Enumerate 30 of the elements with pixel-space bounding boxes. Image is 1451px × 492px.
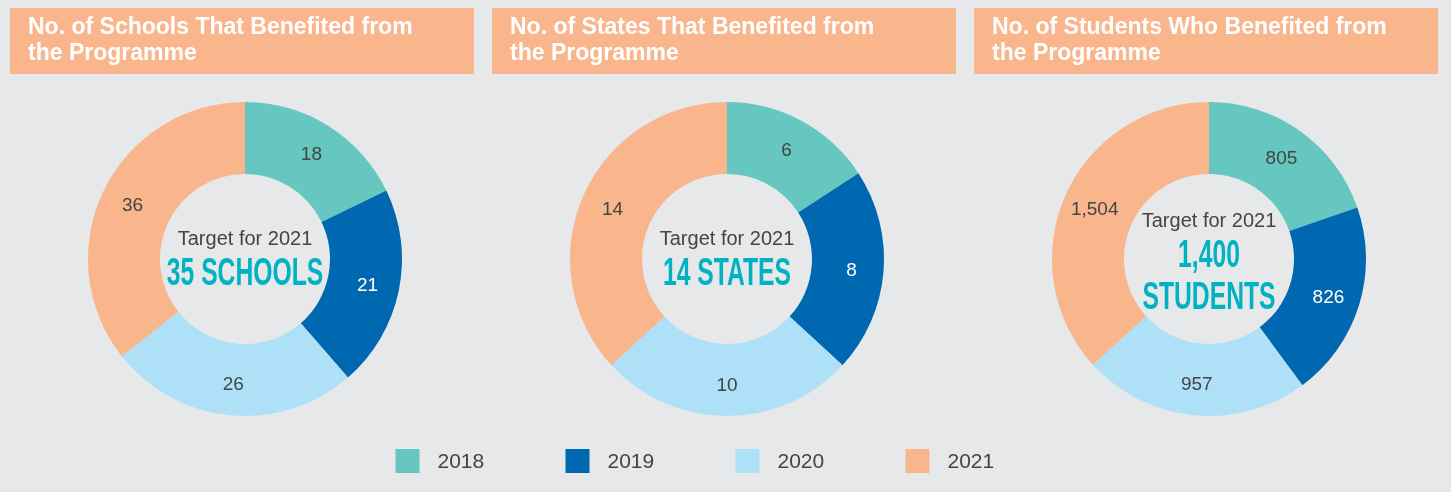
data-label: 805 <box>1265 146 1298 168</box>
data-label: 826 <box>1312 285 1345 307</box>
donut-slice <box>121 311 348 416</box>
text: Target for 2021 <box>1141 209 1277 231</box>
data-label: 10 <box>716 373 738 395</box>
legend-label: 2020 <box>777 449 825 473</box>
legend-label: 2021 <box>947 449 995 473</box>
text: 14 STATES <box>662 250 792 294</box>
data-label: 18 <box>300 142 322 164</box>
text: 35 SCHOOLS <box>166 250 324 294</box>
donut-slice <box>1092 316 1303 416</box>
data-label: 957 <box>1180 373 1213 395</box>
text: Target for 2021 <box>659 227 795 249</box>
donut-slice <box>245 102 387 222</box>
data-label: 36 <box>121 194 144 216</box>
data-label: 14 <box>601 198 624 220</box>
text: 1,400 STUDENTS <box>1142 232 1276 318</box>
donut-slice <box>727 102 859 213</box>
chart-title: No. of States That Benefited from the Programme <box>510 13 875 65</box>
data-label: 8 <box>846 258 857 280</box>
data-label: 6 <box>781 138 792 160</box>
data-label: 1,504 <box>1070 198 1119 220</box>
chart-title: No. of Students Who Benefited from the Programme <box>992 13 1387 65</box>
data-label: 26 <box>222 373 244 395</box>
chart-title: No. of Schools That Benefited from the Programme <box>28 13 413 65</box>
data-label: 21 <box>356 273 379 295</box>
legend-label: 2019 <box>607 449 655 473</box>
legend-label: 2018 <box>437 449 485 473</box>
text: Target for 2021 <box>177 227 313 249</box>
donut-slice <box>611 316 843 416</box>
